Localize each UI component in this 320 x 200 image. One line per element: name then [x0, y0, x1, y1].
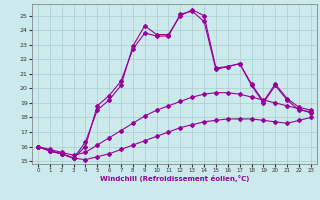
X-axis label: Windchill (Refroidissement éolien,°C): Windchill (Refroidissement éolien,°C): [100, 175, 249, 182]
